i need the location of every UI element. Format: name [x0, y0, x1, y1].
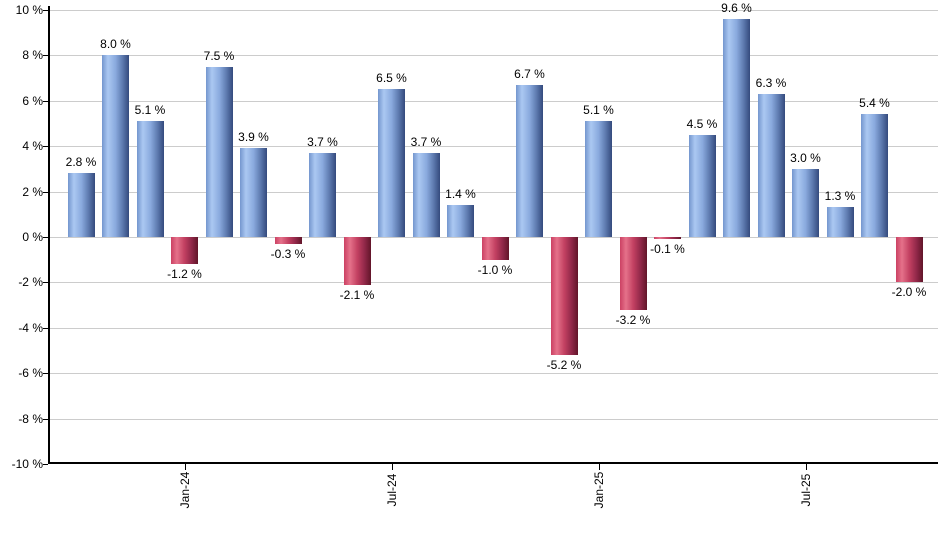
- positive-bar: [723, 19, 750, 237]
- y-axis-tick-label: 2 %: [22, 184, 43, 199]
- positive-bar: [102, 55, 129, 237]
- positive-bar: [516, 84, 543, 237]
- positive-bar: [585, 121, 612, 237]
- positive-bar: [240, 148, 267, 237]
- bar-value-label: 3.9 %: [238, 130, 269, 145]
- y-axis-tick-label: -6 %: [18, 366, 43, 381]
- bar-value-label: 9.6 %: [721, 1, 752, 16]
- positive-bar: [861, 114, 888, 237]
- y-axis-tick: [43, 55, 48, 57]
- negative-bar: [343, 237, 371, 285]
- y-axis-tick: [43, 146, 48, 148]
- y-axis-tick: [43, 464, 48, 465]
- y-axis-tick-label: -8 %: [18, 411, 43, 426]
- y-gridline: [50, 327, 938, 329]
- y-axis-line: [48, 6, 50, 464]
- positive-bar: [67, 173, 95, 237]
- bar-value-label: 3.7 %: [410, 135, 442, 149]
- y-axis-tick-label: -2 %: [18, 275, 43, 290]
- positive-bar: [412, 153, 440, 237]
- y-axis-tick: [43, 373, 48, 375]
- x-axis-tick: [598, 464, 600, 470]
- x-axis-tick-label: Jan-25: [591, 471, 606, 509]
- y-gridline: [50, 55, 938, 57]
- y-gridline: [50, 146, 938, 148]
- bar-value-label: 2.8 %: [65, 155, 97, 170]
- negative-bar: [274, 237, 302, 244]
- bar-value-label: 1.3 %: [824, 189, 856, 204]
- bar-value-label: 3.7 %: [307, 135, 338, 149]
- positive-bar: [309, 153, 336, 237]
- y-axis-tick: [43, 191, 48, 193]
- bar-value-label: 1.4 %: [445, 187, 476, 202]
- positive-bar: [757, 93, 785, 237]
- x-axis-tick-label: Jul-25: [798, 473, 813, 507]
- y-axis-tick: [43, 282, 48, 284]
- bar-value-label: 6.7 %: [514, 66, 545, 81]
- bar-value-label: 6.3 %: [755, 75, 787, 90]
- y-axis-tick-label: -10 %: [11, 457, 43, 471]
- positive-bar: [688, 134, 716, 237]
- bar-value-label: -1.0 %: [477, 262, 513, 277]
- negative-bar: [619, 237, 647, 310]
- y-gridline: [50, 418, 938, 420]
- bar-value-label: -5.2 %: [546, 358, 582, 373]
- bar-value-label: -3.2 %: [615, 312, 651, 327]
- x-axis-tick: [805, 464, 807, 470]
- bar-value-label: 4.5 %: [686, 116, 718, 131]
- bar-value-label: 5.4 %: [859, 96, 890, 111]
- y-gridline: [50, 282, 938, 284]
- positive-bar: [826, 207, 854, 237]
- y-gridline: [50, 373, 938, 375]
- y-axis-tick-label: 4 %: [22, 139, 43, 154]
- bar-value-label: -0.3 %: [270, 246, 306, 261]
- y-gridline: [50, 191, 938, 193]
- bar-value-label: 8.0 %: [100, 37, 131, 52]
- y-axis-tick-label: -4 %: [18, 320, 43, 335]
- negative-bar: [550, 237, 578, 356]
- y-axis-tick: [43, 100, 48, 102]
- x-axis-tick-label: Jul-24: [384, 473, 399, 507]
- x-axis-line: [50, 462, 938, 464]
- y-axis-tick-label: 10 %: [15, 3, 43, 17]
- bar-value-label: -2.0 %: [891, 285, 927, 300]
- x-axis-tick-label: Jan-24: [177, 471, 192, 509]
- positive-bar: [447, 205, 474, 237]
- bar-value-label: 5.1 %: [583, 103, 614, 118]
- x-axis-tick: [184, 464, 186, 470]
- negative-bar: [481, 237, 509, 260]
- x-axis-tick: [391, 464, 393, 470]
- y-axis-tick-label: 0 %: [22, 230, 43, 244]
- y-axis-tick: [43, 237, 48, 238]
- bar-value-label: 6.5 %: [376, 71, 407, 86]
- y-axis-tick-label: 8 %: [22, 48, 43, 63]
- negative-bar: [895, 237, 923, 283]
- positive-bar: [792, 168, 819, 237]
- y-axis-tick: [43, 327, 48, 329]
- bar-value-label: -2.1 %: [339, 287, 375, 302]
- bar-value-label: -0.1 %: [650, 242, 685, 257]
- y-gridline: [50, 10, 938, 11]
- positive-bar: [136, 121, 164, 237]
- y-axis-tick: [43, 418, 48, 420]
- bar-value-label: 3.0 %: [790, 150, 821, 165]
- bar-value-label: 7.5 %: [203, 48, 235, 63]
- y-axis-tick-label: 6 %: [22, 93, 43, 108]
- negative-bar: [171, 237, 198, 265]
- y-gridline: [50, 100, 938, 102]
- bar-value-label: 5.1 %: [134, 103, 166, 118]
- positive-bar: [205, 66, 233, 237]
- negative-bar: [654, 237, 681, 240]
- positive-bar: [378, 89, 405, 237]
- bar-value-label: -1.2 %: [167, 267, 202, 282]
- y-axis-tick: [43, 10, 48, 11]
